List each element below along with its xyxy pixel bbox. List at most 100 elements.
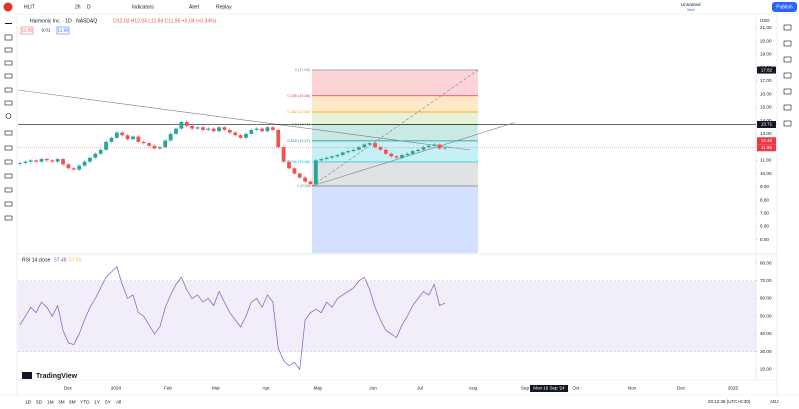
candle-body [163, 140, 168, 148]
currency[interactable]: USD [760, 18, 770, 23]
candle-body [55, 159, 60, 162]
candle-body [227, 129, 232, 133]
fib-label: 0.618 (12.47) [287, 139, 310, 143]
range-button[interactable]: 1Y [94, 399, 101, 405]
candle-body [217, 127, 221, 132]
candle-body [340, 152, 345, 156]
candle-body [120, 132, 125, 136]
layout-name[interactable]: Unnamed [681, 2, 701, 7]
interval[interactable]: 2h [75, 4, 81, 10]
sell-box[interactable] [20, 26, 34, 35]
tool-icon[interactable] [4, 159, 13, 165]
candle-body [131, 136, 135, 140]
tool-icon[interactable] [5, 113, 12, 119]
sidebar-icon[interactable] [783, 88, 792, 95]
fib-band [312, 186, 478, 253]
candle-body [292, 168, 297, 174]
crosshair-date-box [530, 385, 568, 392]
range-button[interactable]: 1D [25, 399, 32, 405]
rsi-ma-value: 57.69 [69, 257, 82, 263]
candle-body [244, 133, 248, 138]
rsi-title: RSI 14 close [22, 257, 51, 263]
candle-body [98, 149, 103, 154]
tool-icon[interactable] [4, 100, 13, 106]
price-tag-label: 12.48 [761, 138, 773, 143]
range-button[interactable]: 1M [47, 399, 54, 405]
symbol-search[interactable]: HLIT [24, 4, 35, 10]
tool-icon[interactable] [4, 215, 13, 221]
indicators-button[interactable]: Indicators [132, 4, 154, 10]
range-button[interactable]: 6M [69, 399, 76, 405]
price-tag [757, 137, 776, 145]
range-button[interactable]: 3M [58, 399, 65, 405]
tool-icon[interactable] [4, 187, 13, 193]
candle-body [238, 135, 243, 138]
tool-icon[interactable] [4, 47, 13, 53]
y-tick-label: 9.00 [760, 184, 769, 189]
tool-icon[interactable] [4, 201, 13, 207]
sidebar-icon[interactable] [783, 120, 792, 127]
candle-body [324, 157, 329, 160]
time-label: Sep [521, 386, 530, 391]
alert-button[interactable]: Alert [189, 4, 200, 10]
sidebar-icon[interactable] [783, 40, 792, 47]
range-button[interactable]: All [116, 399, 121, 405]
sidebar-icon[interactable] [783, 56, 792, 63]
candle-body [201, 127, 205, 130]
time-label: Dec [677, 386, 686, 391]
tool-icon[interactable] [5, 23, 12, 24]
tool-icon[interactable] [4, 173, 13, 179]
tool-icon[interactable] [4, 145, 13, 151]
publish-label[interactable]: Publish [776, 4, 793, 10]
logo [22, 372, 32, 379]
bid[interactable]: 11.95 [22, 28, 33, 33]
time-label: 2025 [728, 386, 739, 391]
time-label: Nov [628, 386, 637, 391]
candle-body [147, 143, 151, 146]
y-tick-label: 17.00 [760, 78, 772, 83]
candle-body [265, 127, 270, 132]
candle-body [93, 153, 98, 158]
adj-toggle[interactable]: ADJ [770, 399, 779, 404]
y-tick-label: 8.00 [760, 197, 769, 202]
watermark: TradingView [36, 373, 78, 380]
sidebar-icon[interactable] [783, 104, 792, 111]
chart-style[interactable]: D [87, 4, 91, 10]
rsi-band [18, 280, 756, 352]
replay-button[interactable]: Replay [216, 4, 232, 10]
tool-icon[interactable] [4, 130, 13, 136]
range-button[interactable]: 5D [36, 399, 43, 405]
ask[interactable]: 11.96 [58, 28, 69, 33]
sidebar-icon[interactable] [783, 72, 792, 79]
fib-label: 0.786 (10.88) [287, 160, 310, 164]
price-tag-label: 17.82 [761, 67, 773, 72]
tool-icon[interactable] [4, 87, 13, 93]
candle-body [437, 144, 442, 149]
rsi-line [19, 265, 446, 371]
sidebar-icons[interactable] [783, 24, 792, 127]
tool-icon[interactable] [4, 73, 13, 79]
candle-body [443, 147, 447, 149]
publish-button[interactable] [772, 2, 797, 12]
fib-label: 0 (17.83) [295, 68, 311, 72]
candle-body [109, 137, 114, 142]
sidebar-icon[interactable] [783, 24, 792, 31]
drawing-tools[interactable] [4, 23, 13, 221]
candle-body [416, 149, 420, 152]
y-tick-label: 15.00 [760, 105, 772, 110]
tool-icon[interactable] [4, 60, 13, 66]
candle-body [125, 135, 130, 140]
candle-body [66, 164, 71, 169]
tool-icon[interactable] [4, 34, 13, 41]
time-label: Apr [262, 386, 270, 391]
range-button[interactable]: YTD [80, 399, 90, 405]
range-button[interactable]: 5Y [105, 399, 112, 405]
buy-box[interactable] [56, 26, 70, 35]
candle-body [308, 181, 313, 185]
candle-body [168, 133, 173, 141]
user-avatar[interactable] [3, 2, 13, 12]
candle-body [357, 147, 361, 150]
candle-body [23, 161, 28, 163]
